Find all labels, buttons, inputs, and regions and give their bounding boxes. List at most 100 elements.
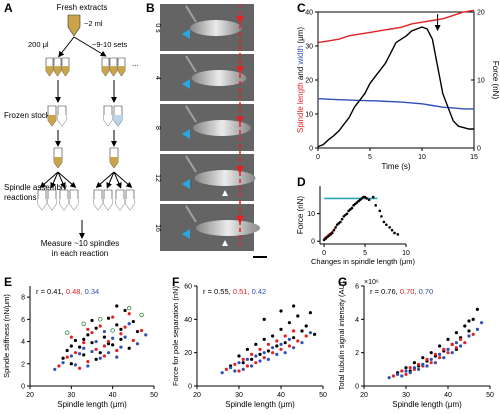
data-point-black [429, 351, 433, 355]
fan-arrow-icon [39, 171, 59, 188]
data-point-black [111, 343, 115, 347]
data-point-blue [442, 356, 446, 360]
x-tick-label: 50 [150, 392, 158, 399]
spindle-image [191, 70, 247, 86]
x-tick-label: 40 [277, 392, 285, 399]
data-point-red [57, 364, 61, 368]
data-point-red [266, 342, 270, 346]
data-point-black [119, 327, 123, 331]
y-axis-label-part: width [296, 46, 305, 66]
y-tick-label: 0 [188, 384, 192, 391]
data-point-red [417, 362, 421, 366]
blue-arrowhead-icon [182, 29, 190, 39]
data-point-blue [287, 337, 291, 341]
data-point-red [123, 325, 127, 329]
data-point-blue [425, 364, 429, 368]
data-point-blue [111, 336, 115, 340]
data-point-blue [417, 367, 421, 371]
data-point-red [119, 332, 123, 336]
data-point-red [454, 346, 458, 350]
data-point-black [292, 336, 296, 340]
data-point-black [61, 356, 65, 360]
panel-b-label: B [146, 1, 155, 15]
data-point-blue [237, 361, 241, 365]
data-point-black [421, 356, 425, 360]
data-point-black [123, 308, 127, 313]
volume-2ml-text: ~2 ml [84, 19, 103, 28]
data-point-blue [119, 345, 123, 349]
data-point-red [279, 347, 283, 351]
correlation-text: r = 0.41, 0.48, 0.34 [36, 287, 99, 296]
data-point-black [262, 337, 266, 341]
y-axis-label-part: (μm) [296, 27, 305, 46]
data-point-black [279, 327, 283, 331]
spindle-image [190, 20, 242, 36]
fan-arrow-icon [95, 171, 115, 188]
reaction-tube-icon-fill [60, 199, 68, 210]
data-point-red [296, 339, 300, 343]
panel-g-label: G [338, 275, 347, 289]
x-tick-label: 50 [319, 392, 327, 399]
x-tick-label: 20 [193, 392, 201, 399]
y-tick-label: 4 [355, 317, 359, 324]
data-point-blue [115, 355, 119, 359]
x-tick-label: 30 [235, 392, 243, 399]
arrows-row-1 [55, 80, 117, 103]
data-point-blue [429, 357, 433, 361]
micrograph-frame: 4 [154, 54, 254, 101]
time-label: 12 [154, 174, 161, 182]
red-arrowhead-icon [236, 166, 244, 174]
data-point-red [69, 335, 73, 339]
data-point-black [78, 345, 82, 349]
x-tick-label: 0 [322, 250, 326, 257]
data-point-red [408, 366, 412, 370]
y-tick-label: 60 [184, 284, 192, 291]
data-point-green [126, 306, 132, 311]
data-point-black [69, 344, 73, 348]
micrograph-frame: 0 s [154, 4, 254, 51]
data-point-red [233, 362, 237, 366]
x-tick-label: 20 [26, 392, 34, 399]
data-point [378, 209, 382, 213]
data-point-black [258, 352, 262, 356]
y-tick-label: 2 [355, 350, 359, 357]
tube-row-4 [37, 189, 135, 211]
y-axis-label: Force (nN) [296, 196, 305, 235]
data-point-red [471, 332, 475, 336]
scale-bar [253, 256, 267, 258]
y-tick-label: 10 [307, 211, 315, 218]
data-point-black [308, 311, 312, 315]
data-point-black [454, 331, 458, 335]
data-point-black [292, 304, 296, 308]
data-point-black [467, 329, 471, 333]
panel-a-label: A [4, 1, 13, 15]
data-point-red [391, 374, 395, 378]
data-point-blue [412, 366, 416, 370]
data-point [385, 223, 388, 226]
data-point-red [262, 356, 266, 360]
data-point-red [254, 361, 258, 365]
reactions-text: reactions [4, 193, 36, 202]
data-point-red [241, 357, 245, 361]
y-axis-label-part: and [296, 65, 305, 83]
panel-e: E 20 30 40 50 0 2 4 6 8 Spindle length (μm) Spindl… [2, 275, 158, 409]
data-point-blue [82, 346, 86, 350]
data-point-black [65, 348, 69, 353]
correlation-value: r = 0.76, [370, 287, 398, 296]
data-point-blue [233, 369, 237, 373]
y-axis-label: Total tubulin signal intensity (AU) [337, 281, 346, 390]
data-point-blue [250, 364, 254, 368]
data-point-red [65, 355, 69, 359]
data-point [382, 220, 386, 224]
x-axis-label: Spindle length (μm) [225, 400, 295, 409]
data-point [350, 206, 354, 210]
frozen-tube-icon-fill [58, 115, 66, 126]
data-point-blue [275, 352, 279, 356]
data-point-blue [266, 357, 270, 361]
data-point-black [245, 347, 249, 351]
each-reaction-text: in each reaction [52, 249, 108, 258]
data-point-black [271, 334, 275, 338]
needle-image [185, 105, 197, 123]
